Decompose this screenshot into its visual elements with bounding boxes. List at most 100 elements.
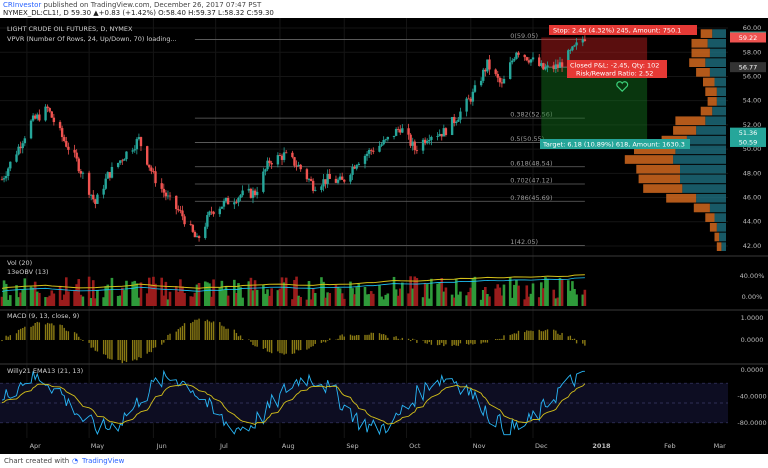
volume-bar bbox=[31, 287, 35, 306]
candle-body bbox=[457, 119, 460, 122]
candle-body bbox=[442, 128, 446, 137]
candle-body bbox=[484, 69, 487, 72]
vpvr-up-bar bbox=[707, 38, 726, 48]
volume-bar bbox=[208, 283, 211, 306]
vpvr-up-bar bbox=[719, 232, 726, 242]
price-tag bbox=[730, 62, 766, 73]
fib-label: 0.702(47.12) bbox=[510, 176, 552, 184]
chart-canvas[interactable]: 0(59.05) 0.382(52.56) 0.5(50.55) 0.618(48.5… bbox=[0, 18, 768, 454]
candle-body bbox=[455, 121, 458, 124]
candle-body bbox=[409, 134, 412, 146]
volume-bar bbox=[116, 295, 120, 306]
tradingview-logo-icon[interactable]: ◔ bbox=[72, 457, 79, 465]
candle-body bbox=[482, 69, 485, 81]
candle-body bbox=[426, 141, 429, 144]
author-link[interactable]: CRInvestor bbox=[3, 1, 42, 9]
candle-body bbox=[154, 171, 157, 184]
candle-body bbox=[218, 208, 221, 215]
volume-bar bbox=[145, 293, 149, 306]
candle-body bbox=[137, 137, 141, 140]
volume-bar bbox=[160, 277, 164, 306]
fib-label: 0.786(45.69) bbox=[510, 194, 552, 202]
volume-bar bbox=[573, 288, 576, 306]
vpvr-up-bar bbox=[673, 155, 726, 164]
candle-body bbox=[496, 73, 499, 78]
candle-body bbox=[235, 202, 238, 204]
volume-bar bbox=[154, 283, 157, 306]
volume-bar bbox=[150, 284, 153, 306]
volume-bar bbox=[515, 280, 518, 306]
volume-bar bbox=[467, 292, 471, 306]
candle-body bbox=[166, 195, 170, 197]
volume-bar bbox=[413, 276, 417, 306]
volume-bar bbox=[89, 298, 93, 306]
vpvr-up-bar bbox=[716, 87, 726, 97]
candle-body bbox=[79, 171, 83, 174]
vpvr-down-bar bbox=[716, 242, 722, 251]
volume-bar bbox=[87, 276, 91, 306]
volume-bar bbox=[481, 289, 485, 306]
volume-bar bbox=[280, 277, 284, 306]
candle-body bbox=[494, 69, 497, 74]
candle-body bbox=[4, 176, 8, 179]
volume-bar bbox=[415, 278, 419, 306]
vpvr-up-bar bbox=[709, 203, 726, 213]
candle-body bbox=[407, 128, 410, 135]
volume-bar bbox=[29, 286, 33, 306]
volume-bar bbox=[50, 290, 54, 306]
volume-bar bbox=[276, 290, 280, 306]
footer: Chart created with ◔ TradingView bbox=[0, 454, 768, 468]
vpvr-down-bar bbox=[700, 106, 713, 116]
price-axis: 42.00 44.00 46.00 48.00 50.00 52.00 54.00 56.00… bbox=[730, 24, 767, 427]
vpvr-down-bar bbox=[675, 116, 706, 126]
volume-bar bbox=[575, 294, 578, 306]
fib-label: 0(59.05) bbox=[510, 32, 538, 40]
candle-body bbox=[328, 173, 331, 179]
candle-body bbox=[558, 62, 562, 68]
volume-bar bbox=[513, 284, 516, 306]
candle-body bbox=[421, 139, 425, 151]
x-tick-label: Sep bbox=[346, 442, 358, 450]
candle-body bbox=[450, 117, 454, 135]
volume-bar bbox=[398, 288, 402, 306]
candle-body bbox=[29, 120, 33, 139]
volume-bar bbox=[179, 279, 182, 306]
candle-body bbox=[92, 194, 95, 200]
volume-bar bbox=[60, 299, 64, 306]
y-tick-label: 48.00 bbox=[743, 169, 762, 177]
macd-label: MACD (9, 13, close, 9) bbox=[7, 312, 79, 320]
willy-label: Willy21 EMA13 (21, 13) bbox=[7, 367, 83, 375]
obv-ema-line bbox=[1, 277, 585, 292]
vpvr-down-bar bbox=[703, 77, 715, 87]
volume-bar bbox=[353, 294, 356, 306]
volume-bar bbox=[139, 282, 143, 306]
footer-brand[interactable]: TradingView bbox=[82, 457, 125, 465]
candle-body bbox=[119, 160, 122, 163]
short-position-tool[interactable] bbox=[541, 37, 648, 142]
candle-body bbox=[297, 164, 300, 167]
y-tick-label: 60.00 bbox=[743, 24, 762, 32]
candle-body bbox=[177, 209, 180, 211]
vpvr-up-bar bbox=[714, 77, 726, 87]
candle-body bbox=[459, 111, 462, 120]
volume-bar bbox=[123, 290, 126, 306]
candle-body bbox=[121, 160, 124, 162]
candle-body bbox=[31, 115, 35, 121]
volume-bar bbox=[181, 286, 184, 306]
candle-body bbox=[19, 146, 22, 149]
volume-bar bbox=[428, 298, 431, 306]
volume-bar bbox=[162, 295, 166, 306]
vpvr-up-bar bbox=[709, 68, 726, 77]
volume-bar bbox=[486, 294, 489, 306]
candle-body bbox=[60, 128, 64, 138]
candle-body bbox=[378, 145, 381, 152]
candle-body bbox=[175, 195, 178, 210]
volume-bar bbox=[444, 287, 448, 306]
volume-bar bbox=[108, 289, 112, 306]
candle-body bbox=[131, 150, 134, 152]
candle-body bbox=[465, 98, 468, 112]
volume-bar bbox=[542, 288, 545, 306]
candle-body bbox=[538, 57, 541, 66]
volume-bar bbox=[52, 293, 56, 306]
candle-body bbox=[148, 164, 151, 168]
